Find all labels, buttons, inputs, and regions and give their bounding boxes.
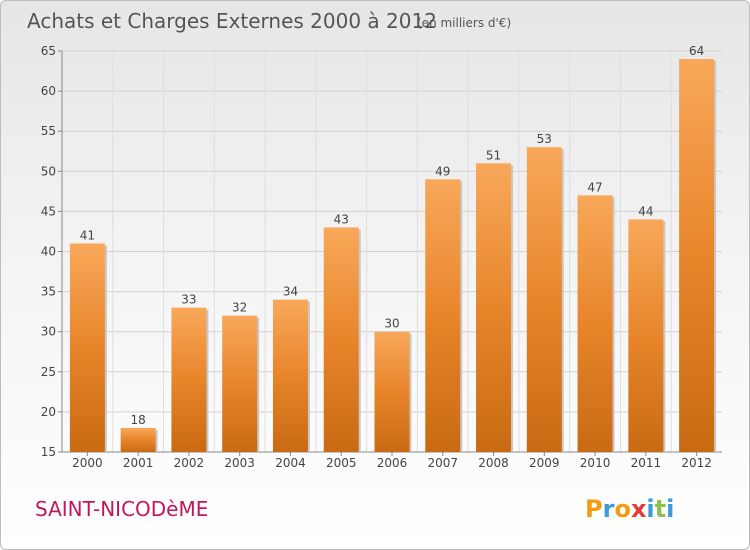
x-tick-label: 2012	[681, 456, 712, 470]
bar-value-label: 34	[283, 285, 298, 299]
grid-layer	[62, 50, 722, 452]
y-tick-label: 50	[41, 164, 56, 178]
x-tick-label: 2002	[174, 456, 205, 470]
bar-value-label: 51	[486, 148, 501, 162]
bar	[374, 331, 410, 452]
y-tick-label: 35	[41, 285, 56, 299]
x-tick-label: 2004	[275, 456, 306, 470]
logo-letter: i	[666, 495, 674, 523]
bar-layer: 41 18 33 32 34 43 30 49 51 53 47 44 64	[69, 44, 717, 453]
logo-letter: o	[614, 495, 631, 523]
x-tick-label: 2005	[326, 456, 357, 470]
bar	[526, 147, 562, 453]
bar-value-label: 44	[638, 204, 653, 218]
bar	[628, 219, 664, 452]
x-tick-label: 2001	[123, 456, 154, 470]
y-tick-label: 20	[41, 405, 56, 419]
bar-value-label: 41	[80, 228, 95, 242]
y-tick-label: 25	[41, 365, 56, 379]
bar	[425, 179, 461, 452]
y-tick-label: 65	[41, 44, 56, 58]
x-tick-label: 2003	[224, 456, 255, 470]
bar	[323, 227, 359, 452]
bar-value-label: 47	[587, 180, 602, 194]
bar-value-label: 64	[689, 44, 704, 58]
x-tick-label: 2006	[377, 456, 408, 470]
x-tick-label: 2010	[580, 456, 611, 470]
bar	[679, 59, 715, 453]
bar	[476, 163, 512, 452]
logo-letter: r	[603, 495, 615, 523]
logo-letter: i	[646, 495, 654, 523]
proxiti-logo: Proxiti	[585, 495, 674, 523]
bar-value-label: 18	[131, 413, 146, 427]
y-tick-label: 55	[41, 124, 56, 138]
y-tick-label: 30	[41, 325, 56, 339]
logo-letter: t	[655, 495, 666, 523]
x-tick-label: 2000	[72, 456, 103, 470]
logo-letter: x	[631, 495, 647, 523]
y-tick-label: 60	[41, 84, 56, 98]
y-tick-label: 45	[41, 204, 56, 218]
bar-value-label: 49	[435, 164, 450, 178]
bar	[120, 427, 156, 452]
x-tick-label: 2009	[529, 456, 560, 470]
x-tick-label: 2007	[427, 456, 458, 470]
y-tick-label: 15	[41, 445, 56, 459]
x-tick-label: 2008	[478, 456, 509, 470]
bar-value-label: 33	[181, 293, 196, 307]
bar	[577, 195, 613, 453]
bar-value-label: 32	[232, 301, 247, 315]
chart-subtitle: (en milliers d'€)	[417, 16, 511, 30]
bar	[222, 315, 258, 452]
bar	[272, 299, 308, 452]
bar	[171, 307, 207, 452]
logo-letter: P	[585, 495, 603, 523]
y-tick-label: 40	[41, 245, 56, 259]
place-name: SAINT-NICODèME	[35, 497, 208, 521]
x-tick-label: 2011	[631, 456, 662, 470]
bar-value-label: 53	[537, 132, 552, 146]
bar-value-label: 43	[334, 212, 349, 226]
bar-value-label: 30	[384, 317, 399, 331]
bar	[69, 243, 105, 452]
chart-title: Achats et Charges Externes 2000 à 2012	[27, 9, 437, 33]
axis-layer: 15 20 25 30 35 40 45 50 55 60 65 2000 2001 2002 2003 20…	[41, 44, 722, 470]
